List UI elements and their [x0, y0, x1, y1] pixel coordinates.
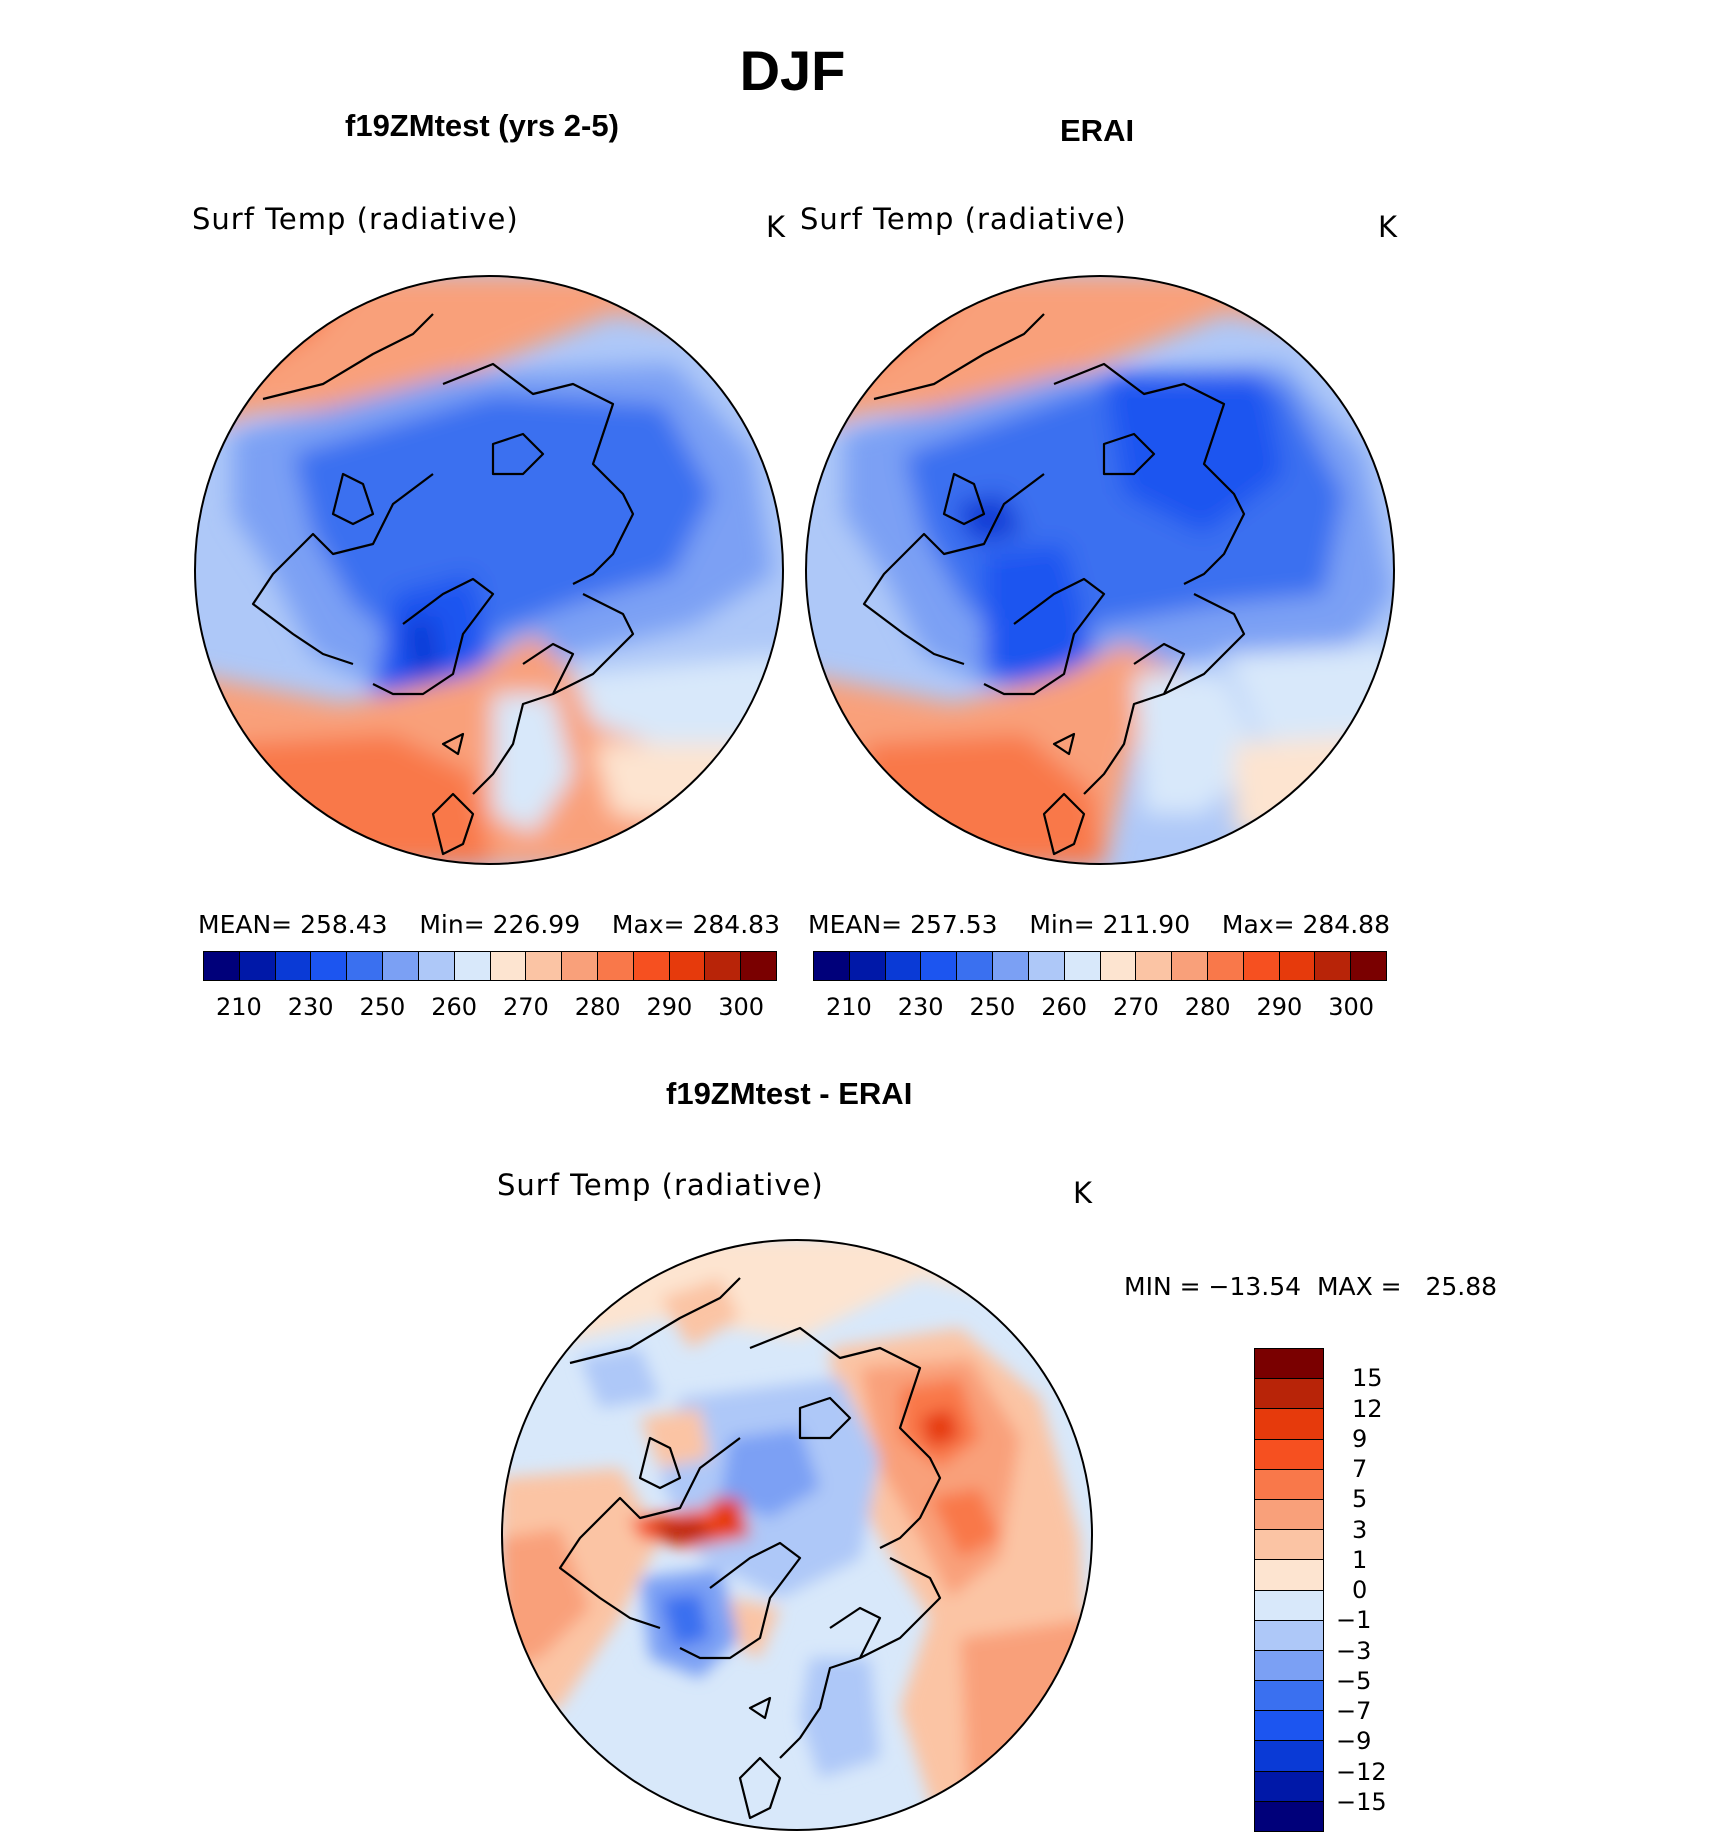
- colorbar-swatch: [1255, 1620, 1323, 1651]
- colorbar-tick-label: 210: [215, 993, 262, 1021]
- colorbar-swatch: [1255, 1711, 1323, 1742]
- colorbar-swatch: [1351, 952, 1386, 980]
- colorbar-tick-label: 9: [1352, 1424, 1368, 1453]
- diff-variable-label: Surf Temp (radiative): [497, 1168, 824, 1202]
- colorbar-swatch: [669, 952, 706, 980]
- colorbar-tick-label: 290: [646, 993, 693, 1021]
- colorbar-swatch: [1100, 952, 1137, 980]
- colorbar-swatch: [1243, 952, 1280, 980]
- panel2-stats: MEAN= 257.53 Min= 211.90 Max= 284.88: [808, 910, 1390, 939]
- colorbar-swatch: [1255, 1379, 1323, 1410]
- colorbar-tick-label: 230: [287, 993, 334, 1021]
- panel2-polar-map: [805, 275, 1395, 865]
- colorbar-tick-label: 12: [1352, 1394, 1383, 1423]
- colorbar-tick-label: −3: [1336, 1636, 1372, 1665]
- colorbar-tick-label: 250: [969, 993, 1016, 1021]
- colorbar-tick-label: −9: [1336, 1727, 1372, 1756]
- colorbar-tick-label: 3: [1352, 1515, 1368, 1544]
- diff-colorbar: [1254, 1348, 1324, 1832]
- colorbar-swatch: [1255, 1439, 1323, 1470]
- colorbar-swatch: [1255, 1801, 1323, 1831]
- colorbar-tick-label: 7: [1352, 1455, 1368, 1483]
- colorbar-swatch: [1255, 1590, 1323, 1621]
- colorbar-tick-label: 260: [1041, 993, 1088, 1021]
- panel1-stats: MEAN= 258.43 Min= 226.99 Max= 284.83: [198, 910, 780, 939]
- colorbar-swatch: [239, 952, 276, 980]
- colorbar-swatch: [1255, 1741, 1323, 1772]
- colorbar-swatch: [885, 952, 922, 980]
- colorbar-swatch: [849, 952, 886, 980]
- colorbar-swatch: [490, 952, 527, 980]
- colorbar-tick-label: 300: [1328, 993, 1375, 1021]
- colorbar-swatch: [1255, 1560, 1323, 1591]
- colorbar-tick-label: 210: [825, 993, 872, 1021]
- colorbar-swatch: [1315, 952, 1352, 980]
- colorbar-tick-label: 230: [897, 993, 944, 1021]
- diff-units: K: [1073, 1176, 1093, 1210]
- colorbar-swatch: [597, 952, 634, 980]
- colorbar-swatch: [705, 952, 742, 980]
- panel1-polar-map: [194, 275, 784, 865]
- diff-polar-map: [501, 1239, 1093, 1831]
- colorbar-tick-label: 280: [1184, 993, 1231, 1021]
- colorbar-swatch: [921, 952, 958, 980]
- colorbar-swatch: [1255, 1771, 1323, 1802]
- colorbar-tick-label: 5: [1352, 1485, 1368, 1514]
- colorbar-swatch: [993, 952, 1029, 980]
- colorbar-swatch: [1255, 1681, 1323, 1712]
- figure-title: DJF: [739, 39, 846, 102]
- panel1-case-title: f19ZMtest (yrs 2-5): [345, 108, 619, 143]
- colorbar-swatch: [275, 952, 312, 980]
- colorbar-tick-label: 300: [718, 993, 765, 1021]
- diff-minmax: MIN = −13.54 MAX = 25.88: [1124, 1272, 1498, 1301]
- colorbar-tick-label: −1: [1336, 1606, 1372, 1635]
- panel2-variable-label: Surf Temp (radiative): [800, 202, 1127, 236]
- colorbar-tick-label: −7: [1336, 1697, 1372, 1725]
- colorbar-swatch: [1255, 1469, 1323, 1500]
- colorbar-swatch: [1279, 952, 1316, 980]
- colorbar-swatch: [741, 952, 776, 980]
- colorbar-swatch: [454, 952, 491, 980]
- colorbar-swatch: [1255, 1349, 1323, 1380]
- panel1-variable-label: Surf Temp (radiative): [192, 202, 519, 236]
- colorbar-swatch: [383, 952, 419, 980]
- colorbar-swatch: [1255, 1650, 1323, 1682]
- colorbar-swatch: [1136, 952, 1173, 980]
- colorbar-tick-label: 270: [1112, 993, 1159, 1021]
- colorbar-swatch: [1028, 952, 1065, 980]
- colorbar-swatch: [418, 952, 455, 980]
- colorbar-swatch: [1207, 952, 1244, 980]
- colorbar-swatch: [633, 952, 670, 980]
- colorbar-tick-label: 0: [1352, 1576, 1368, 1604]
- colorbar-swatch: [1255, 1530, 1323, 1561]
- colorbar-swatch: [311, 952, 348, 980]
- colorbar-tick-label: 250: [359, 993, 406, 1021]
- colorbar-swatch: [957, 952, 994, 980]
- colorbar-tick-label: 1: [1352, 1545, 1368, 1574]
- colorbar-swatch: [1255, 1499, 1323, 1531]
- colorbar-tick-label: −15: [1336, 1787, 1387, 1816]
- panel2-colorbar: [813, 951, 1387, 981]
- colorbar-swatch: [204, 952, 240, 980]
- colorbar-swatch: [1064, 952, 1101, 980]
- colorbar-swatch: [347, 952, 384, 980]
- colorbar-tick-label: −12: [1336, 1757, 1387, 1786]
- colorbar-tick-label: 290: [1256, 993, 1303, 1021]
- colorbar-swatch: [814, 952, 850, 980]
- colorbar-swatch: [526, 952, 563, 980]
- panel1-colorbar: [203, 951, 777, 981]
- panel1-units: K: [766, 210, 786, 244]
- colorbar-tick-label: 15: [1352, 1364, 1383, 1393]
- panel2-units: K: [1378, 210, 1398, 244]
- colorbar-tick-label: 280: [574, 993, 621, 1021]
- colorbar-swatch: [562, 952, 598, 980]
- colorbar-tick-label: 260: [431, 993, 478, 1021]
- colorbar-tick-label: −5: [1336, 1666, 1372, 1695]
- colorbar-swatch: [1255, 1409, 1323, 1440]
- colorbar-tick-label: 270: [502, 993, 549, 1021]
- diff-title: f19ZMtest - ERAI: [666, 1076, 913, 1111]
- panel2-case-title: ERAI: [1060, 113, 1135, 148]
- colorbar-swatch: [1172, 952, 1208, 980]
